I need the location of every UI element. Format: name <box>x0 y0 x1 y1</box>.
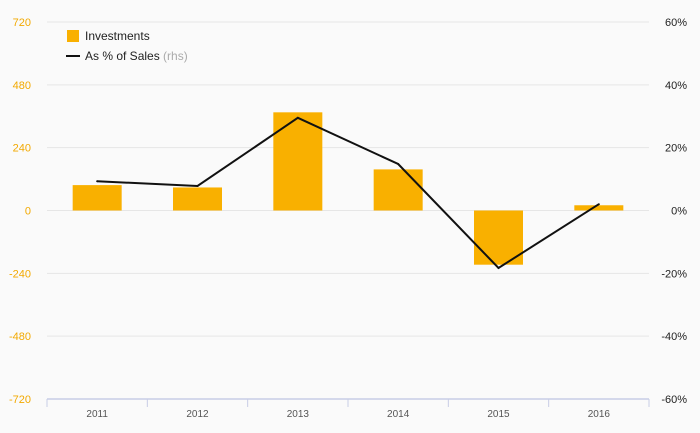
left-tick-label: 240 <box>13 143 31 155</box>
line-point <box>397 163 400 166</box>
legend-swatch-investments <box>67 30 79 42</box>
left-tick-label: 720 <box>13 17 31 29</box>
left-tick-label: 480 <box>13 80 31 92</box>
bar-series <box>72 112 624 265</box>
x-tick-label: 2013 <box>287 409 310 420</box>
gridlines <box>47 21 649 337</box>
line-sales-pct <box>97 116 600 270</box>
x-axis: 2011 2012 2013 2014 2015 2016 <box>46 398 650 420</box>
left-tick-label: -240 <box>9 268 31 280</box>
right-tick-label: -20% <box>661 268 687 280</box>
x-tick-label: 2015 <box>487 409 510 420</box>
right-tick-label: -60% <box>661 394 687 406</box>
bar-investments <box>373 169 423 211</box>
line-point <box>597 203 600 206</box>
x-tick-label: 2011 <box>86 409 108 420</box>
legend-label-sales-pct-suffix: (rhs) <box>163 49 188 63</box>
legend-label-investments: Investments <box>85 29 150 43</box>
right-y-axis: 60% 40% 20% 0% -20% -40% -60% <box>661 17 687 406</box>
right-tick-label: 60% <box>665 17 687 29</box>
right-tick-label: 20% <box>665 143 687 155</box>
x-tick-label: 2014 <box>387 409 410 420</box>
right-tick-label: 0% <box>671 206 687 218</box>
line-point <box>296 116 299 119</box>
line-series <box>96 116 600 270</box>
left-tick-label: 0 <box>25 206 31 218</box>
x-tick-label: 2016 <box>588 409 611 420</box>
line-point <box>196 184 199 187</box>
left-y-axis: 720 480 240 0 -240 -480 -720 <box>9 17 31 406</box>
x-tick-label: 2012 <box>186 409 209 420</box>
bar-investments <box>173 187 222 211</box>
line-point <box>497 266 500 269</box>
bar-investments <box>574 205 624 211</box>
legend-label-sales-pct: As % of Sales (rhs) <box>85 49 188 63</box>
left-tick-label: -480 <box>9 331 31 343</box>
bar-investments <box>474 210 523 265</box>
right-tick-label: 40% <box>665 80 687 92</box>
bar-investments <box>72 185 122 211</box>
legend-label-sales-pct-name: As % of Sales <box>85 49 160 63</box>
right-tick-label: -40% <box>661 331 687 343</box>
bar-investments <box>273 112 323 211</box>
line-point <box>96 180 99 183</box>
left-tick-label: -720 <box>9 394 31 406</box>
legend: Investments As % of Sales (rhs) <box>66 29 188 63</box>
